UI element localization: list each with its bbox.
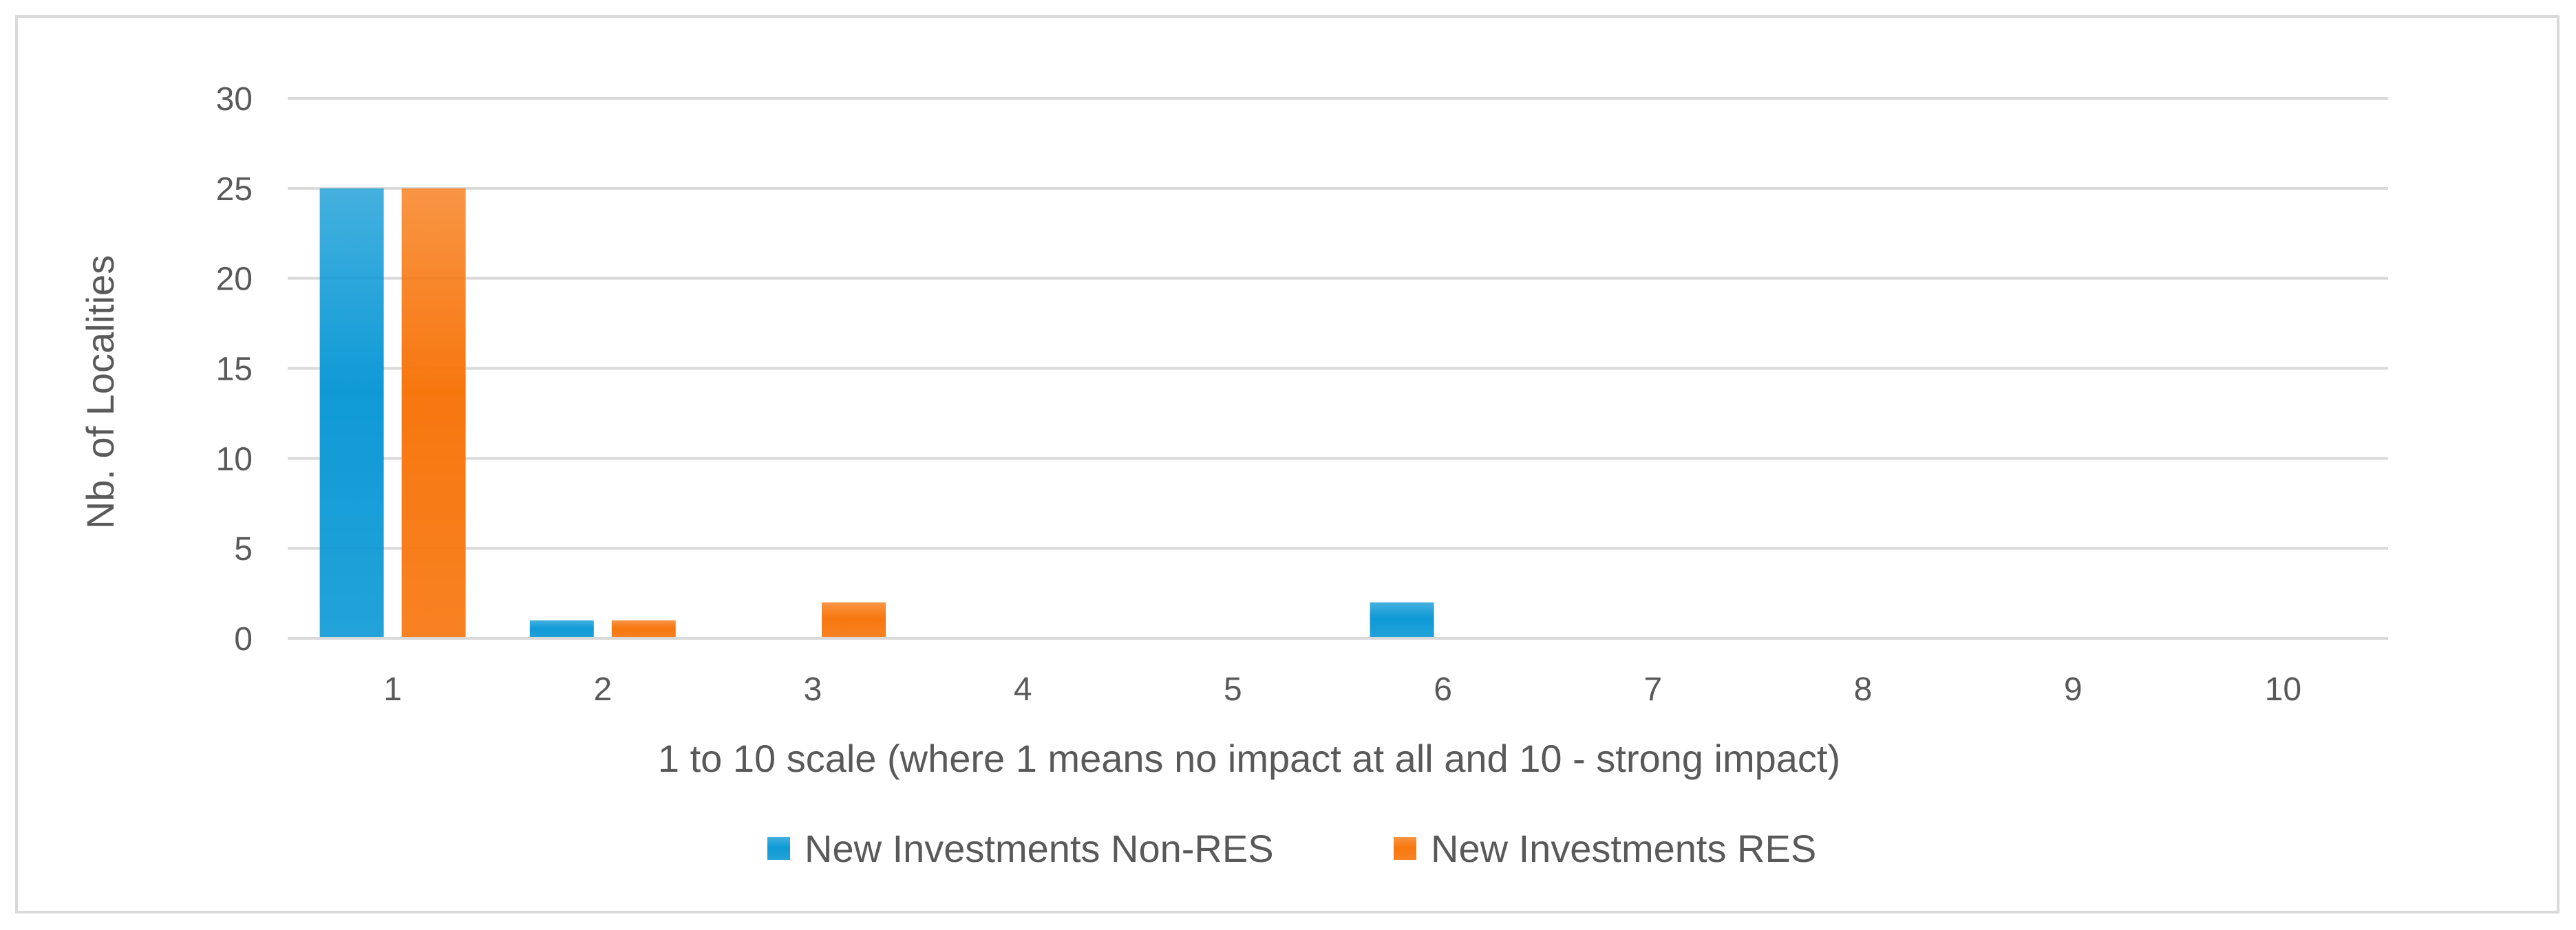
bars: [319, 188, 1434, 638]
y-tick-label: 10: [216, 441, 253, 477]
bar-res-2: [611, 620, 676, 638]
legend-label: New Investments Non-RES: [805, 827, 1274, 870]
x-tick-label: 4: [1014, 671, 1032, 708]
y-tick-label: 30: [216, 81, 253, 118]
legend-swatch: [1394, 837, 1416, 860]
x-tick-label: 8: [1854, 671, 1873, 708]
y-axis-title: Nb. of Localities: [78, 255, 122, 529]
bar-res-3: [822, 602, 886, 638]
legend: New Investments Non-RES New Investments R…: [767, 827, 1816, 870]
legend-swatch: [767, 837, 790, 860]
x-tick-label: 6: [1434, 671, 1452, 708]
x-axis-title: 1 to 10 scale (where 1 means no impact a…: [658, 737, 1840, 780]
x-tick-label: 2: [593, 671, 612, 708]
x-tick-label: 9: [2064, 671, 2083, 708]
y-tick-label: 25: [216, 171, 253, 208]
x-tick-label: 5: [1224, 671, 1242, 708]
bar-res-1: [401, 188, 466, 638]
y-tick-label: 0: [234, 621, 253, 658]
x-tick-label: 3: [804, 671, 822, 708]
x-tick-label: 7: [1643, 671, 1662, 708]
x-axis-ticks: 1 2 3 4 5 6 7 8 9 10: [383, 671, 2301, 708]
y-tick-label: 5: [234, 531, 253, 567]
x-tick-label: 10: [2265, 671, 2301, 708]
gridlines: [288, 97, 2388, 550]
y-tick-label: 15: [216, 352, 253, 388]
y-axis-ticks: 0 5 10 15 20 25 30: [216, 81, 253, 658]
legend-label: New Investments RES: [1431, 827, 1816, 870]
bar-non-res-6: [1370, 602, 1434, 638]
y-tick-label: 20: [216, 261, 253, 298]
bar-non-res-2: [529, 620, 594, 638]
x-tick-label: 1: [383, 671, 402, 708]
bar-non-res-1: [319, 188, 384, 638]
